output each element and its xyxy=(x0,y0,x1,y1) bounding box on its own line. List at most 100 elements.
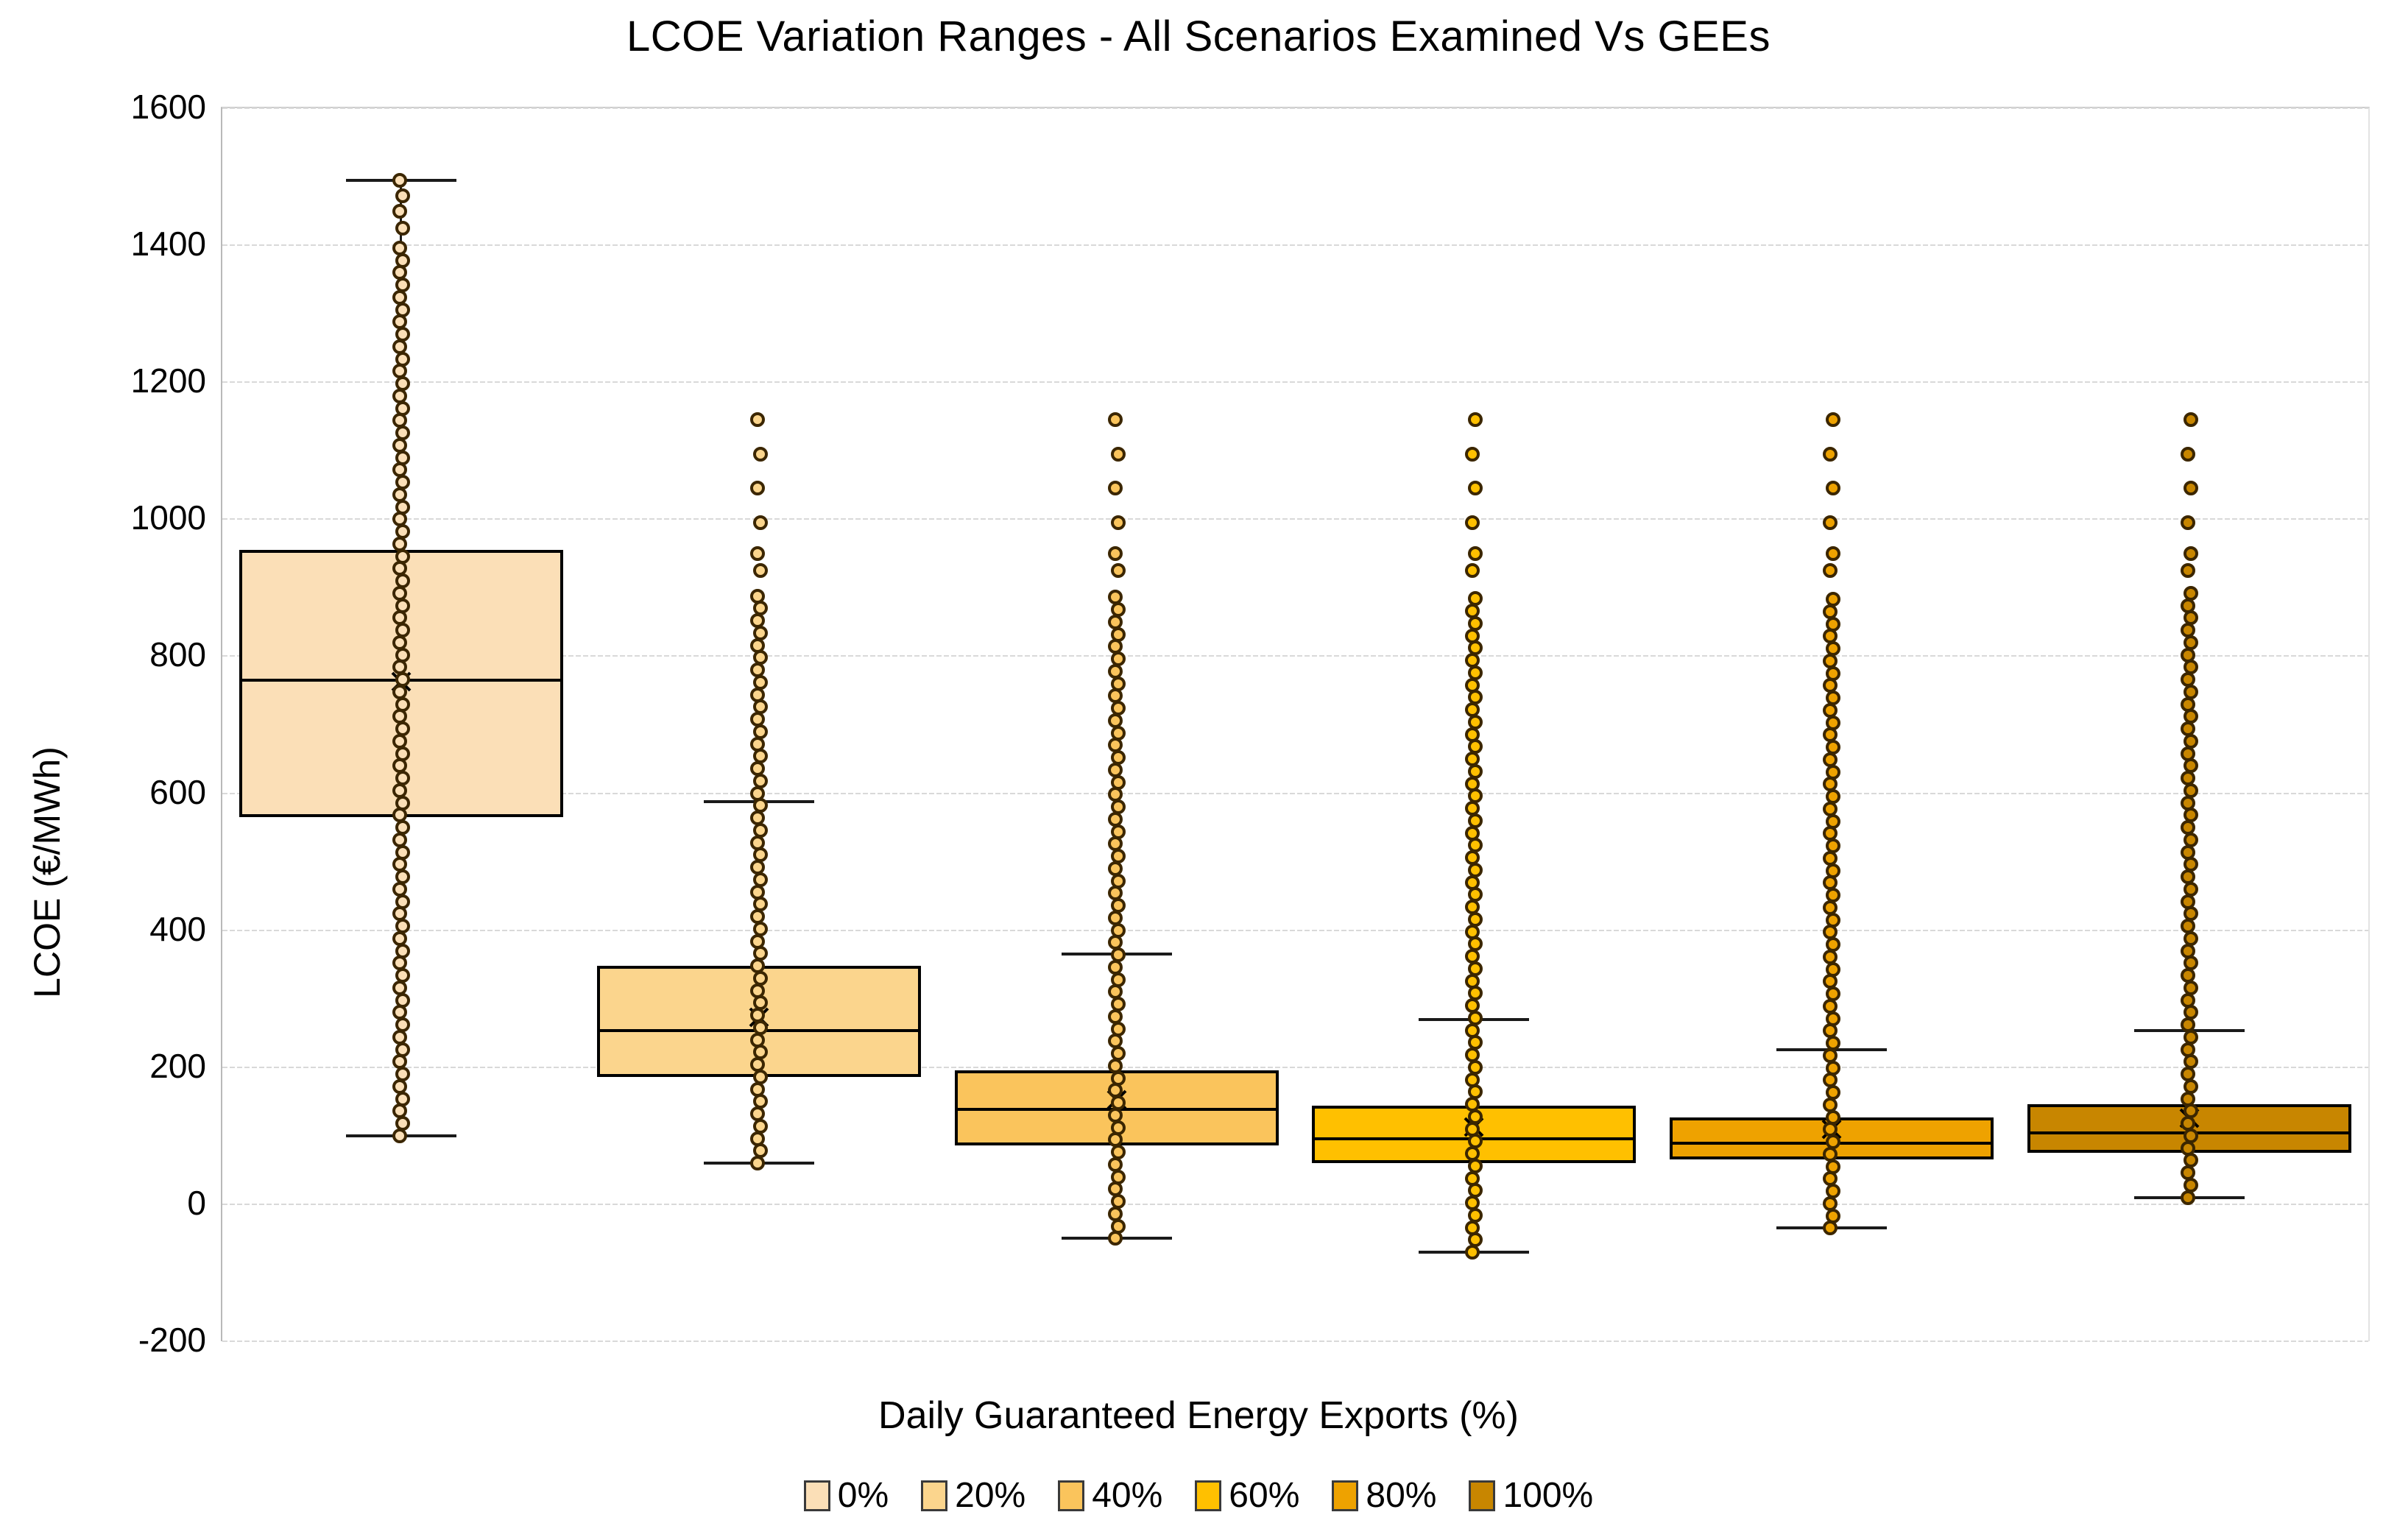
legend-label: 0% xyxy=(837,1476,889,1515)
y-tick-label: 1200 xyxy=(130,361,206,400)
data-point-dot xyxy=(1826,690,1841,706)
data-point-dot xyxy=(1110,849,1126,864)
data-point-dot xyxy=(749,412,765,428)
data-point-dot xyxy=(392,635,407,650)
legend-swatch xyxy=(1195,1480,1222,1511)
data-point-dot xyxy=(1110,898,1126,914)
data-point-dot xyxy=(1826,1184,1841,1199)
data-point-dot xyxy=(1107,1058,1123,1073)
data-point-dot xyxy=(392,240,407,255)
data-point-dot xyxy=(749,613,765,629)
data-point-dot xyxy=(749,1156,765,1171)
y-tick-label: 800 xyxy=(149,635,206,674)
data-point-dot xyxy=(392,1128,407,1143)
legend-label: 20% xyxy=(955,1476,1026,1515)
data-point-dot xyxy=(752,970,768,986)
data-point-dot xyxy=(2184,980,2199,995)
data-point-dot xyxy=(1110,446,1126,462)
data-point-dot xyxy=(395,623,410,638)
data-point-dot xyxy=(749,1057,765,1073)
data-point-dot xyxy=(2184,585,2199,601)
data-point-dot xyxy=(392,172,407,188)
y-tick-label: 200 xyxy=(149,1046,206,1085)
y-gridline xyxy=(222,1066,2368,1068)
data-point-dot xyxy=(1107,1009,1123,1024)
data-point-dot xyxy=(395,327,410,342)
y-gridline xyxy=(222,107,2368,109)
data-point-dot xyxy=(2184,1128,2199,1143)
data-point-dot xyxy=(1465,1245,1480,1260)
y-tick-label: 0 xyxy=(187,1183,206,1222)
data-point-dot xyxy=(1107,614,1123,629)
legend-swatch xyxy=(921,1480,948,1511)
data-point-dot xyxy=(1468,412,1483,428)
data-point-dot xyxy=(1826,888,1841,903)
data-point-dot xyxy=(752,1069,768,1084)
data-point-dot xyxy=(395,524,410,540)
data-point-dot xyxy=(392,783,407,798)
data-point-dot xyxy=(2184,481,2199,496)
data-point-dot xyxy=(1110,651,1126,667)
data-point-dot xyxy=(749,860,765,875)
data-point-dot xyxy=(395,771,410,786)
data-point-dot xyxy=(1468,545,1483,561)
data-point-dot xyxy=(395,1067,410,1082)
data-point-dot xyxy=(1468,481,1483,496)
data-point-dot xyxy=(1826,1036,1841,1051)
data-point-dot xyxy=(1826,592,1841,607)
y-gridline xyxy=(222,1341,2368,1342)
data-point-dot xyxy=(2181,943,2196,958)
data-point-dot xyxy=(1826,789,1841,805)
data-point-dot xyxy=(392,585,407,601)
data-point-dot xyxy=(395,188,410,204)
data-point-dot xyxy=(749,810,765,826)
data-point-dot xyxy=(2184,684,2199,699)
data-point-dot xyxy=(2184,635,2199,650)
data-point-dot xyxy=(392,684,407,699)
legend-swatch xyxy=(1332,1480,1359,1511)
data-point-dot xyxy=(2181,1190,2196,1205)
data-point-dot xyxy=(392,930,407,946)
data-point-dot xyxy=(752,515,768,530)
data-point-dot xyxy=(1465,563,1480,579)
data-point-dot xyxy=(1468,591,1483,607)
data-point-dot xyxy=(395,475,410,490)
plot-area xyxy=(221,107,2370,1342)
data-point-dot xyxy=(2181,894,2196,909)
data-point-dot xyxy=(2181,992,2196,1008)
legend-label: 60% xyxy=(1229,1476,1300,1515)
data-point-dot xyxy=(752,822,768,838)
y-gridline xyxy=(222,518,2368,520)
y-tick-label: -200 xyxy=(138,1321,206,1359)
data-point-dot xyxy=(2181,696,2196,712)
data-point-dot xyxy=(1826,740,1841,755)
data-point-dot xyxy=(749,588,765,604)
data-point-dot xyxy=(395,376,410,392)
data-point-dot xyxy=(2181,515,2196,530)
data-point-dot xyxy=(2184,930,2199,946)
data-point-dot xyxy=(392,289,407,305)
data-point-dot xyxy=(749,909,765,925)
legend-item: 100% xyxy=(1469,1475,1593,1516)
data-point-dot xyxy=(2181,647,2196,663)
legend-item: 80% xyxy=(1332,1475,1436,1516)
data-point-dot xyxy=(2181,1140,2196,1156)
data-point-dot xyxy=(392,339,407,354)
legend-item: 0% xyxy=(803,1475,889,1516)
data-point-dot xyxy=(392,203,407,219)
data-point-dot xyxy=(395,425,410,441)
data-point-dot xyxy=(1110,750,1126,766)
data-point-dot xyxy=(752,674,768,690)
data-point-dot xyxy=(1110,997,1126,1012)
data-point-dot xyxy=(749,481,765,496)
data-point-dot xyxy=(2184,1177,2199,1193)
y-gridline xyxy=(222,381,2368,384)
data-point-dot xyxy=(1107,910,1123,925)
x-axis-title: Daily Guaranteed Energy Exports (%) xyxy=(878,1394,1519,1437)
data-point-dot xyxy=(1823,515,1838,530)
y-gridline xyxy=(222,929,2368,931)
data-point-dot xyxy=(1107,811,1123,827)
data-point-dot xyxy=(752,625,768,640)
data-point-dot xyxy=(2184,733,2199,749)
data-point-dot xyxy=(749,712,765,727)
